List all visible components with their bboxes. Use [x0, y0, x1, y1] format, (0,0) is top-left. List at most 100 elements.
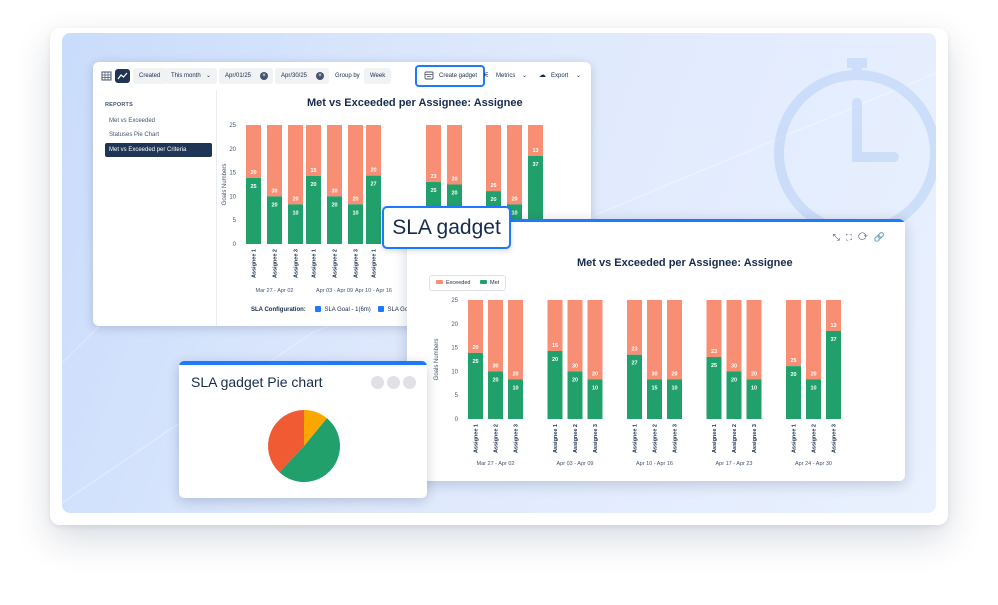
met-value-label: 27 [631, 361, 637, 367]
met-bar [508, 379, 523, 419]
exceeded-value-label: 20 [370, 168, 376, 174]
x-tick-label: Assignee 3 [752, 424, 758, 453]
checkbox-icon[interactable] [378, 306, 385, 312]
exceeded-value-label: 20 [250, 170, 256, 176]
period-select[interactable]: This month ⌄ [165, 68, 217, 84]
exceeded-value-label: 20 [511, 196, 517, 202]
chevron-down-icon: ⌄ [576, 73, 582, 79]
export-button[interactable]: ☁ Export ⌄ [539, 68, 581, 84]
exceeded-value-label: 20 [810, 371, 816, 377]
met-bar [587, 379, 603, 419]
chart-icon[interactable] [115, 69, 130, 83]
window-dot-1[interactable] [371, 376, 384, 389]
met-value-label: 20 [451, 191, 457, 197]
exceeded-bar [447, 125, 462, 185]
exceeded-value-label: 13 [830, 323, 836, 329]
y-tick-label: 20 [229, 147, 236, 153]
created-filter[interactable]: Created [133, 68, 167, 84]
x-tick-label: Assignee 3 [514, 424, 520, 453]
y-tick-label: 15 [229, 171, 236, 177]
x-tick-label: Assignee 1 [252, 249, 258, 278]
met-bar [488, 371, 503, 419]
exceeded-bar [567, 300, 583, 372]
metrics-button[interactable]: ⚟ Metrics ⌄ [483, 68, 527, 84]
chart-legend: Exceeded Met [429, 275, 507, 291]
met-value-label: 37 [830, 337, 836, 343]
group-by-value: Week [370, 73, 386, 79]
create-gadget-label: Create gadget [439, 73, 478, 79]
legend-swatch-exceeded [436, 280, 443, 284]
exceeded-value-label: 30 [271, 188, 277, 194]
y-axis-label: Goals Numbers [222, 164, 228, 206]
x-tick-label: Assignee 3 [354, 249, 360, 278]
minimize-icon[interactable]: ⤡ [832, 232, 846, 242]
x-tick-label: Assignee 3 [294, 249, 300, 278]
y-tick-label: 0 [455, 417, 459, 423]
date-to-value: Apr/30/25 [281, 73, 308, 79]
clear-icon[interactable]: × [260, 72, 268, 80]
chevron-down-icon: ⌄ [205, 73, 211, 79]
y-tick-label: 0 [233, 242, 237, 248]
exceeded-value-label: 20 [451, 177, 457, 183]
exceeded-bar [786, 300, 801, 367]
met-bar [306, 176, 321, 244]
met-value-label: 25 [472, 359, 478, 365]
window-controls: ⤡⛶⟳🔗 [833, 232, 891, 243]
pie-slice [304, 410, 327, 446]
link-icon[interactable]: 🔗 [873, 232, 891, 242]
sla-gadget-callout: SLA gadget [382, 206, 511, 249]
group-label: Apr 03 - Apr 09 [316, 288, 353, 294]
checkbox-icon[interactable] [315, 306, 322, 312]
exceeded-bar [246, 125, 261, 178]
clear-icon[interactable]: × [316, 72, 324, 80]
met-bar [468, 352, 483, 419]
main-chart-title: Met vs Exceeded per Assignee: Assignee [307, 97, 523, 109]
create-gadget-button[interactable]: Create gadget [415, 65, 485, 87]
x-tick-label: Assignee 3 [832, 424, 838, 453]
exceeded-value-label: 25 [490, 183, 496, 189]
refresh-icon[interactable]: ⟳ [858, 232, 874, 242]
met-value-label: 37 [532, 162, 538, 168]
met-value-label: 10 [671, 385, 677, 391]
fullscreen-icon[interactable]: ⛶ [845, 232, 859, 242]
exceeded-bar [306, 125, 321, 176]
met-value-label: 15 [651, 385, 657, 391]
sla-gadget-window: ⤡⛶⟳🔗 Met vs Exceeded per Assignee: Assig… [407, 219, 905, 481]
sidebar-item-statuses-pie-chart[interactable]: Statuses Pie Chart [109, 132, 160, 138]
exceeded-bar [806, 300, 821, 380]
reports-sidebar: REPORTS Met vs Exceeded Statuses Pie Cha… [93, 90, 217, 326]
exceeded-bar [627, 300, 642, 355]
date-to-input[interactable]: Apr/30/25 × [275, 68, 329, 84]
chevron-down-icon: ⌄ [522, 73, 528, 79]
group-by-select[interactable]: Week [364, 68, 392, 84]
legend-met: Met [490, 280, 500, 286]
met-bar [627, 354, 642, 419]
met-bar [267, 196, 282, 244]
met-value-label: 10 [512, 385, 518, 391]
met-value-label: 20 [492, 377, 498, 383]
exceeded-bar [528, 125, 543, 156]
window-dot-3[interactable] [403, 376, 416, 389]
window-dot-2[interactable] [387, 376, 400, 389]
pie-chart-window: SLA gadget Pie chart [179, 361, 427, 498]
met-bar [746, 379, 762, 419]
x-tick-label: Assignee 1 [792, 424, 798, 453]
table-icon[interactable] [99, 69, 114, 83]
sidebar-item-met-vs-exceeded-per-criteria[interactable]: Met vs Exceeded per Criteria [105, 143, 212, 157]
exceeded-bar [267, 125, 282, 197]
exceeded-bar [366, 125, 381, 176]
met-value-label: 20 [790, 372, 796, 378]
date-from-input[interactable]: Apr/01/25 × [219, 68, 273, 84]
met-value-label: 10 [810, 385, 816, 391]
met-bar [547, 351, 563, 419]
met-value-label: 20 [490, 197, 496, 203]
group-label: Mar 27 - Apr 02 [477, 461, 515, 467]
gadget-chart-title: Met vs Exceeded per Assignee: Assignee [577, 257, 793, 269]
x-tick-label: Assignee 3 [673, 424, 679, 453]
x-tick-label: Assignee 1 [372, 249, 378, 278]
exceeded-value-label: 20 [512, 371, 518, 377]
exceeded-bar [746, 300, 762, 380]
sidebar-item-met-vs-exceeded[interactable]: Met vs Exceeded [109, 118, 156, 124]
exceeded-bar [327, 125, 342, 197]
met-value-label: 20 [331, 202, 337, 208]
